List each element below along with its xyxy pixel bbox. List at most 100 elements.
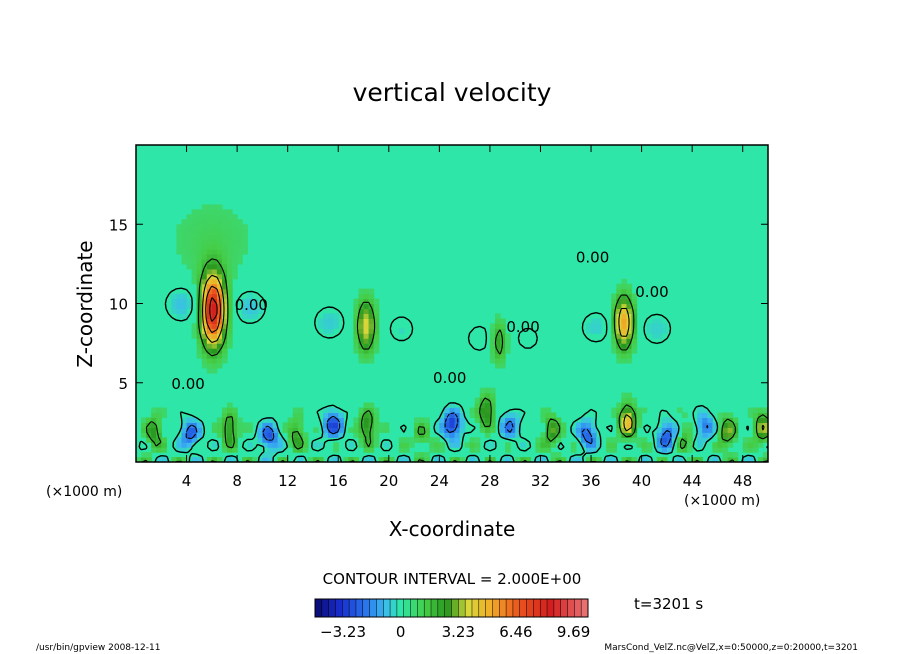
- velocity-cell: [227, 407, 233, 414]
- velocity-cell: [479, 387, 486, 394]
- velocity-cell: [191, 244, 198, 250]
- velocity-cell: [191, 328, 198, 334]
- velocity-cell: [676, 442, 683, 448]
- velocity-cell: [631, 457, 638, 462]
- velocity-cell: [459, 422, 466, 428]
- velocity-cell: [333, 313, 339, 319]
- velocity-cell: [201, 268, 208, 275]
- velocity-cell: [414, 452, 420, 458]
- contour-line: [185, 412, 709, 447]
- velocity-cell: [697, 422, 703, 428]
- velocity-cell: [515, 457, 521, 462]
- velocity-cell: [146, 457, 152, 462]
- velocity-cell: [596, 457, 602, 462]
- velocity-cell: [687, 427, 693, 433]
- velocity-cell: [211, 353, 218, 359]
- velocity-cell: [196, 268, 203, 275]
- velocity-cell: [211, 357, 218, 364]
- velocity-cell: [752, 447, 759, 453]
- velocity-cell: [156, 437, 162, 443]
- velocity-cell: [687, 432, 693, 438]
- velocity-cell: [227, 313, 233, 319]
- velocity-cell: [267, 457, 274, 462]
- velocity-cell: [196, 209, 203, 215]
- velocity-cell: [626, 333, 633, 339]
- velocity-cell: [216, 323, 223, 329]
- velocity-cell: [616, 348, 622, 354]
- velocity-cell: [247, 313, 253, 319]
- velocity-cell: [651, 328, 658, 334]
- velocity-cell: [358, 288, 365, 295]
- velocity-cell: [424, 457, 430, 462]
- velocity-cell: [237, 219, 243, 225]
- x-axis-ticks: 4 8 12 16 20 24 28 32 36 40 44 48: [182, 145, 752, 490]
- velocity-cell: [151, 427, 157, 433]
- velocity-cell: [621, 288, 628, 295]
- velocity-cell: [494, 338, 501, 344]
- velocity-cell: [201, 204, 208, 210]
- velocity-cell: [171, 308, 178, 314]
- velocity-cell: [449, 417, 456, 423]
- velocity-cell: [484, 407, 491, 414]
- velocity-cell: [631, 437, 638, 443]
- velocity-cell: [666, 442, 673, 448]
- velocity-cell: [676, 447, 683, 453]
- x-tick-label: 36: [581, 472, 600, 490]
- velocity-cell: [682, 432, 688, 438]
- velocity-cell: [717, 437, 724, 443]
- velocity-cell: [227, 328, 233, 334]
- velocity-cell: [545, 407, 552, 414]
- velocity-cell: [596, 323, 602, 329]
- velocity-cell: [227, 209, 233, 215]
- velocity-cell: [575, 432, 582, 438]
- velocity-cell: [697, 437, 703, 443]
- velocity-cell: [363, 432, 370, 438]
- velocity-cell: [176, 239, 183, 245]
- velocity-cell: [454, 407, 461, 414]
- velocity-cell: [211, 283, 218, 290]
- velocity-cell: [216, 268, 223, 275]
- velocity-cell: [186, 239, 193, 245]
- velocity-cell: [585, 447, 592, 453]
- velocity-cell: [232, 249, 238, 255]
- velocity-cell: [707, 432, 713, 438]
- contour-label: 0.00: [433, 369, 466, 387]
- velocity-cell: [469, 407, 476, 414]
- velocity-cell: [206, 239, 213, 245]
- velocity-cell: [479, 417, 486, 423]
- velocity-cell: [191, 258, 198, 265]
- velocity-cell: [540, 432, 547, 438]
- velocity-cell: [201, 293, 208, 300]
- velocity-cell: [656, 447, 663, 453]
- velocity-cell: [409, 437, 415, 443]
- velocity-cell: [292, 432, 299, 438]
- velocity-cell: [211, 427, 218, 433]
- colorbar-swatch: [328, 599, 336, 617]
- velocity-cell: [232, 258, 238, 265]
- velocity-cell: [621, 278, 628, 285]
- velocity-cell: [181, 298, 188, 305]
- velocity-cell: [196, 308, 203, 314]
- velocity-cell: [469, 457, 476, 462]
- velocity-cell: [333, 417, 339, 423]
- velocity-cell: [641, 457, 648, 462]
- velocity-cell: [611, 447, 617, 453]
- velocity-cell: [762, 417, 768, 423]
- velocity-cell: [242, 308, 248, 314]
- velocity-cell: [181, 457, 188, 462]
- velocity-cell: [227, 457, 233, 462]
- velocity-cell: [616, 283, 622, 290]
- velocity-cell: [373, 432, 380, 438]
- velocity-cell: [414, 437, 420, 443]
- velocity-cell: [358, 412, 365, 419]
- velocity-cell: [211, 229, 218, 235]
- velocity-cell: [591, 328, 597, 334]
- velocity-cell: [141, 417, 147, 423]
- colorbar-swatch: [526, 599, 534, 617]
- velocity-cell: [282, 457, 289, 462]
- velocity-cell: [201, 333, 208, 339]
- velocity-cell: [191, 224, 198, 230]
- velocity-cell: [403, 447, 410, 453]
- velocity-cell: [176, 229, 183, 235]
- velocity-cell: [757, 432, 764, 438]
